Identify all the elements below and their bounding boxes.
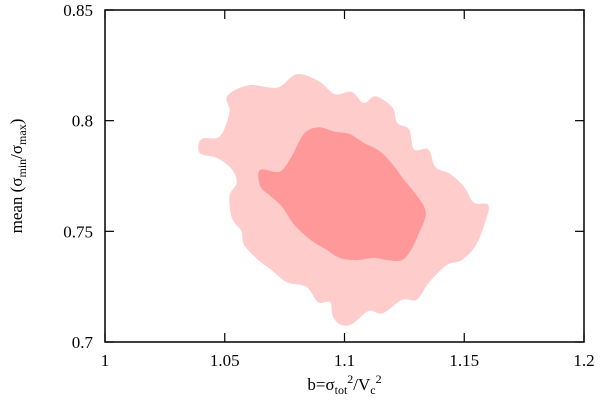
contour-regions — [198, 74, 489, 326]
x-tick-label: 1 — [101, 351, 110, 370]
tick-labels: 1 1.05 1.1 1.15 1.2 0.7 0.75 0.8 0.85 — [63, 1, 594, 370]
y-tick-label: 0.8 — [72, 112, 93, 131]
x-axis-label: b=σtot2/Vc2 — [307, 372, 381, 397]
axis-ticks — [104, 9, 585, 343]
x-tick-label: 1.2 — [573, 351, 594, 370]
y-tick-label: 0.85 — [63, 1, 93, 20]
x-tick-label: 1.05 — [210, 351, 240, 370]
x-tick-label: 1.1 — [334, 351, 355, 370]
y-axis-label: mean (σmin/σmax) — [7, 119, 29, 234]
x-tick-label: 1.15 — [449, 351, 479, 370]
y-tick-label: 0.75 — [63, 222, 93, 241]
y-tick-label: 0.7 — [72, 333, 94, 352]
contour-region-inner — [258, 127, 426, 262]
